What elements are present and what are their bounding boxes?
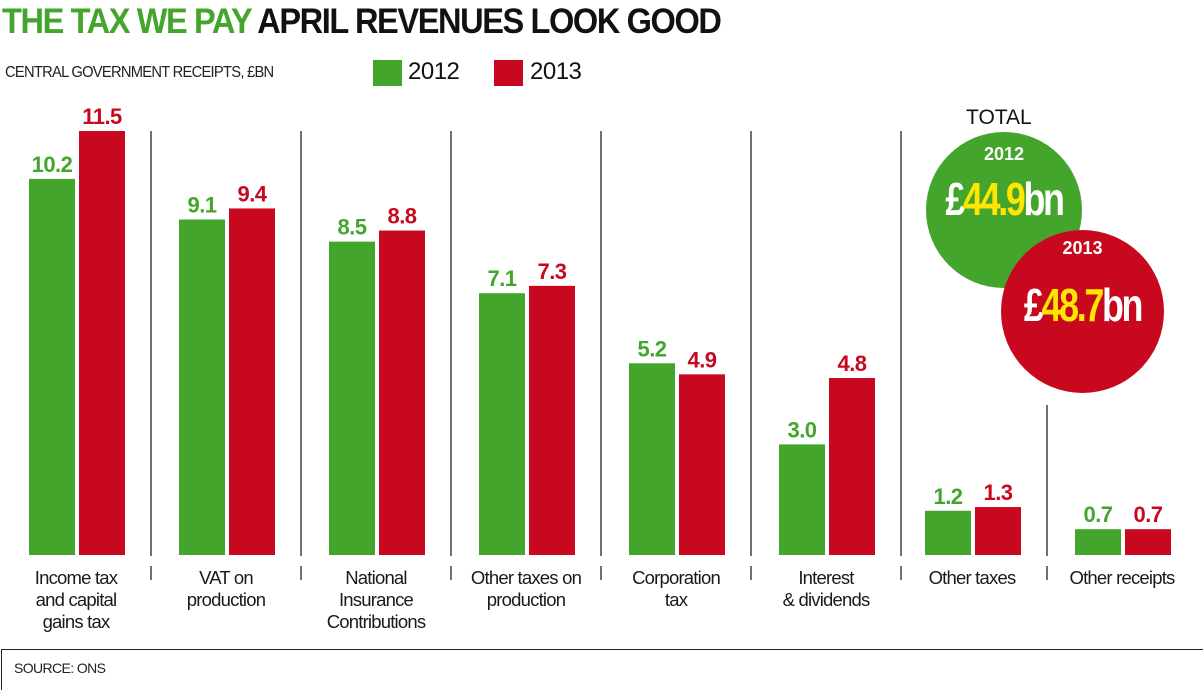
bar-2012	[29, 178, 75, 556]
currency-symbol: £	[1023, 279, 1044, 331]
total-circle-2013: 2013 £48.7bn	[1001, 230, 1164, 393]
total-year-2013: 2013	[1062, 238, 1103, 258]
total-number-2012: 44.9	[962, 173, 1026, 225]
legend-label-2012: 2012	[408, 58, 460, 85]
total-title: TOTAL	[966, 106, 1032, 129]
currency-symbol: £	[945, 173, 965, 225]
legend-swatch-2013	[494, 60, 523, 86]
bar-value-label-2013: 4.8	[837, 351, 866, 376]
bar-value-label-2013: 1.3	[983, 480, 1012, 505]
bar-value-label-2012: 3.0	[787, 417, 816, 442]
bar-2013	[529, 285, 575, 555]
unit-suffix: bn	[1101, 279, 1144, 331]
category-label: production	[487, 589, 566, 610]
bar-2013	[379, 230, 425, 555]
bar-2012	[1075, 529, 1121, 555]
bar-value-label-2012: 8.5	[337, 215, 366, 240]
category-label: gains tax	[43, 611, 111, 632]
bar-2012	[329, 241, 375, 555]
category-label: & dividends	[783, 589, 870, 610]
bar-value-label-2012: 5.2	[637, 336, 666, 361]
category-label: Contributions	[327, 611, 426, 632]
legend-label-2013: 2013	[530, 58, 582, 85]
chart-title: THE TAX WE PAY APRIL REVENUES LOOK GOOD	[2, 2, 722, 42]
category-label: Interest	[798, 567, 854, 588]
source-note: SOURCE: ONS	[14, 660, 106, 676]
bar-2013	[79, 131, 125, 555]
category-label: Income tax	[35, 567, 119, 588]
bar-2013	[975, 507, 1021, 555]
bar-value-label-2013: 7.3	[537, 259, 566, 284]
bar-2013	[1125, 529, 1171, 555]
category-label: Corporation	[632, 567, 720, 588]
bar-value-label-2013: 4.9	[687, 347, 716, 372]
bar-value-label-2012: 1.2	[933, 484, 962, 509]
category-label: tax	[665, 589, 689, 610]
total-value-2012: £44.9bn	[943, 172, 1065, 226]
total-number-2013: 48.7	[1041, 279, 1104, 331]
bar-2012	[479, 293, 525, 555]
bar-2013	[679, 374, 725, 555]
bar-value-label-2012: 0.7	[1083, 502, 1112, 527]
bar-value-label-2013: 9.4	[237, 181, 267, 206]
unit-suffix: bn	[1023, 173, 1065, 225]
bar-2013	[229, 208, 275, 555]
category-label: and capital	[36, 589, 117, 610]
title-highlight: THE TAX WE PAY	[2, 2, 252, 41]
category-label: production	[187, 589, 266, 610]
total-value-2013: £48.7bn	[1019, 278, 1146, 332]
bar-2012	[629, 363, 675, 555]
category-label: Insurance	[339, 589, 414, 610]
category-label: VAT on	[199, 567, 253, 588]
legend-swatch-2012	[373, 60, 402, 86]
bar-2013	[829, 378, 875, 555]
bar-2012	[779, 444, 825, 555]
bar-value-label-2012: 10.2	[32, 152, 73, 177]
category-label: Other receipts	[1070, 567, 1176, 588]
bar-value-label-2013: 0.7	[1133, 502, 1162, 527]
chart-subtitle: CENTRAL GOVERNMENT RECEIPTS, £BN	[5, 64, 274, 81]
bar-2012	[179, 219, 225, 556]
footer-box	[1, 649, 1203, 690]
bar-value-label-2013: 11.5	[82, 104, 122, 129]
bar-value-label-2012: 9.1	[187, 192, 216, 217]
bar-value-label-2013: 8.8	[387, 204, 416, 229]
bar-2012	[925, 510, 971, 555]
title-rest: APRIL REVENUES LOOK GOOD	[257, 2, 722, 41]
category-label: National	[345, 567, 406, 588]
total-circle-2012: 2012 £44.9bn	[926, 132, 1082, 288]
bar-value-label-2012: 7.1	[487, 266, 516, 291]
total-year-2012: 2012	[983, 144, 1025, 164]
category-label: Other taxes on	[471, 567, 582, 588]
category-label: Other taxes	[929, 567, 1016, 588]
